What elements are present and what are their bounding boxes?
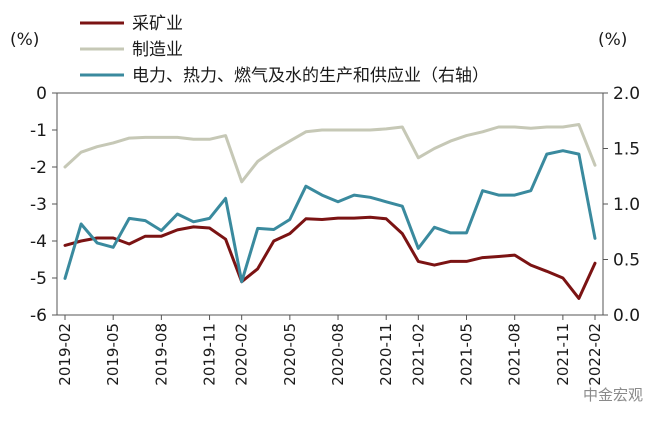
legend: 采矿业 制造业 电力、热力、燃气及水的生产和供应业（右轴）	[80, 14, 489, 86]
x-tick-label: 2021-05	[458, 323, 476, 386]
left-tick-label: 0	[36, 84, 47, 104]
right-tick-label: 0.0	[613, 306, 640, 326]
series-line-mining	[63, 215, 597, 300]
left-tick-label: -3	[30, 195, 47, 215]
x-tick-label: 2022-02	[586, 323, 604, 386]
x-tick-label: 2019-02	[56, 323, 74, 386]
left-axis-unit: (%)	[10, 30, 39, 50]
right-tick-label: 2.0	[613, 84, 640, 104]
x-tick-label: 2021-02	[409, 323, 427, 386]
watermark-text: 中金宏观	[583, 386, 643, 404]
legend-label-mining: 采矿业	[132, 14, 183, 34]
left-tick-label: -6	[30, 306, 47, 326]
left-tick-label: -5	[30, 269, 47, 289]
left-axis: 0 -1 -2 -3 -4 -5 -6	[30, 84, 57, 326]
x-axis: 2019-02 2019-05 2019-08 2019-11 2020-02 2020-…	[56, 315, 604, 386]
x-tick-label: 2020-11	[377, 323, 395, 386]
x-tick-label: 2019-05	[104, 323, 122, 386]
right-tick-label: 1.5	[613, 140, 640, 160]
legend-label-utilities: 电力、热力、燃气及水的生产和供应业（右轴）	[132, 66, 489, 86]
left-tick-label: -4	[30, 232, 47, 252]
series-layer	[63, 123, 597, 300]
right-tick-label: 0.5	[613, 251, 640, 271]
right-tick-label: 1.0	[613, 195, 640, 215]
right-axis: 2.0 1.5 1.0 0.5 0.0	[603, 84, 640, 326]
left-tick-label: -1	[30, 121, 47, 141]
x-tick-label: 2021-08	[506, 323, 524, 386]
right-axis-unit: (%)	[598, 30, 627, 50]
x-tick-label: 2019-08	[152, 323, 170, 386]
x-tick-label: 2019-11	[201, 323, 219, 386]
legend-label-manufacturing: 制造业	[132, 40, 183, 60]
x-tick-label: 2020-05	[281, 323, 299, 386]
series-line-manufacturing	[63, 123, 597, 184]
series-line-utilities	[63, 149, 597, 284]
left-tick-label: -2	[30, 158, 47, 178]
x-tick-label: 2020-02	[233, 323, 251, 386]
x-tick-label: 2020-08	[329, 323, 347, 386]
x-tick-label: 2021-11	[554, 323, 572, 386]
